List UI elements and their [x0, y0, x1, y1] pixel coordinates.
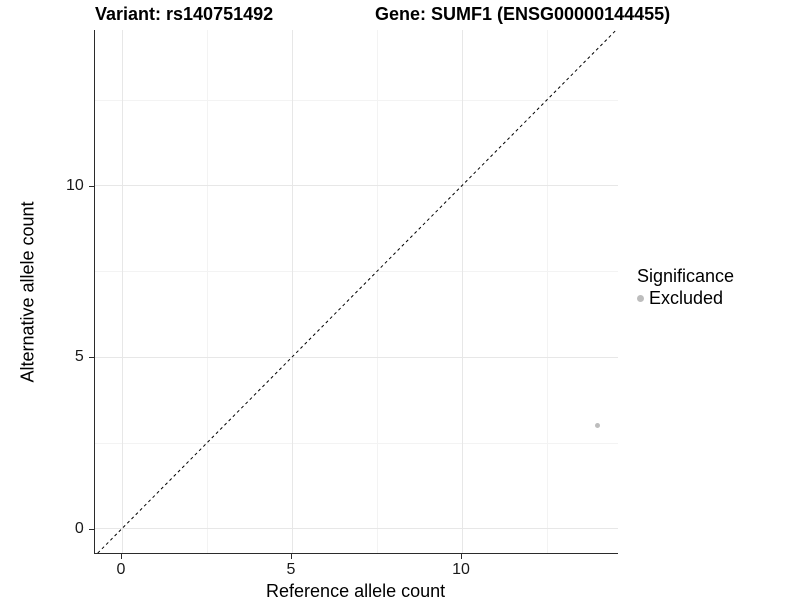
y-axis-label: Alternative allele count [17, 201, 38, 383]
x-tick-label: 0 [116, 561, 126, 579]
y-gridline-major [94, 528, 619, 530]
y-gridline-minor [94, 442, 619, 444]
y-tick-label: 10 [66, 176, 84, 194]
identity-line [97, 30, 617, 554]
identity-line-layer [97, 30, 617, 554]
scatter-point [595, 423, 601, 429]
legend-entry-excluded: Excluded [637, 288, 734, 309]
y-tick-label: 0 [74, 519, 84, 537]
x-gridline-major [291, 30, 293, 554]
y-gridline-major [94, 356, 619, 358]
y-gridline-minor [94, 271, 619, 273]
x-tick-mark [461, 554, 462, 560]
y-tick-mark [88, 185, 94, 187]
legend-entry-label: Excluded [649, 288, 724, 308]
variant-title: Variant: rs140751492 [95, 4, 274, 24]
y-tick-mark [88, 528, 94, 530]
x-tick-mark [121, 554, 122, 560]
legend-title: Significance [637, 266, 735, 286]
y-tick-mark [88, 357, 94, 358]
x-gridline-major [461, 30, 463, 554]
legend-key-dot [637, 295, 644, 302]
legend: Significance Excluded [637, 266, 734, 309]
x-tick-label: 5 [286, 561, 296, 579]
x-axis-label: Reference allele count [266, 581, 446, 600]
y-gridline-major [94, 185, 619, 187]
x-tick-label: 10 [452, 561, 470, 579]
x-tick-mark [291, 554, 292, 560]
y-tick-label: 5 [74, 348, 84, 365]
x-gridline-minor [546, 30, 548, 554]
x-gridline-major [121, 30, 123, 554]
y-gridline-minor [94, 99, 619, 101]
plot-panel [93, 30, 619, 555]
gene-title: Gene: SUMF1 (ENSG00000144455) [375, 4, 671, 24]
x-gridline-minor [206, 30, 208, 554]
x-gridline-minor [376, 30, 378, 554]
